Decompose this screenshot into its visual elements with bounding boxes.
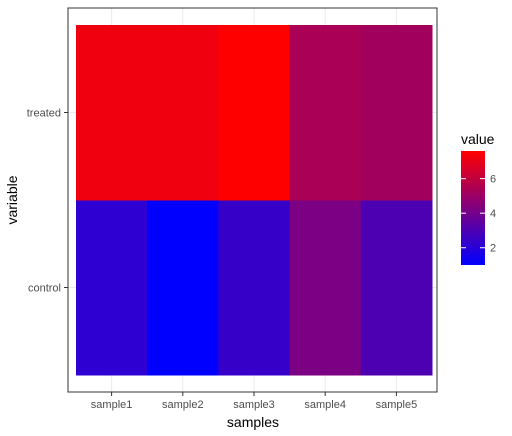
x-tick-label: sample4	[304, 399, 346, 411]
heatmap-tile-control-sample2	[147, 200, 219, 376]
legend-title: value	[461, 131, 495, 147]
heatmap-tile-control-sample3	[218, 200, 291, 376]
x-tick-label: sample3	[233, 399, 275, 411]
y-axis-title: variable	[4, 175, 20, 224]
heatmap-tile-treated-sample1	[76, 25, 148, 201]
heatmap-tile-control-sample4	[289, 200, 362, 376]
heatmap-tile-control-sample1	[76, 200, 148, 376]
color-legend: value 2 4 6	[461, 131, 496, 265]
y-tick-label: treated	[27, 108, 61, 120]
heatmap-tile-treated-sample2	[147, 25, 219, 201]
legend-tick-label: 2	[490, 243, 496, 255]
plot-panel-border	[67, 7, 438, 393]
x-axis-ticks: sample1 sample2 sample3 sample4 sample5	[91, 392, 417, 411]
heatmap-tile-treated-sample5	[360, 25, 433, 201]
x-tick-label: sample2	[162, 399, 204, 411]
y-tick-label: control	[28, 283, 61, 295]
legend-tick-label: 6	[490, 174, 496, 186]
x-axis-title: samples	[227, 414, 279, 430]
y-axis-ticks: control treated	[27, 108, 68, 295]
heatmap-tiles	[76, 25, 433, 376]
legend-colorbar	[461, 151, 485, 265]
heatmap-tile-treated-sample4	[289, 25, 362, 201]
x-tick-label: sample5	[376, 399, 418, 411]
heatmap-tile-control-sample5	[360, 200, 433, 376]
heatmap-tile-treated-sample3	[218, 25, 291, 201]
legend-ticks: 2 4 6	[461, 174, 496, 255]
legend-tick-label: 4	[490, 208, 496, 220]
x-tick-label: sample1	[91, 399, 133, 411]
